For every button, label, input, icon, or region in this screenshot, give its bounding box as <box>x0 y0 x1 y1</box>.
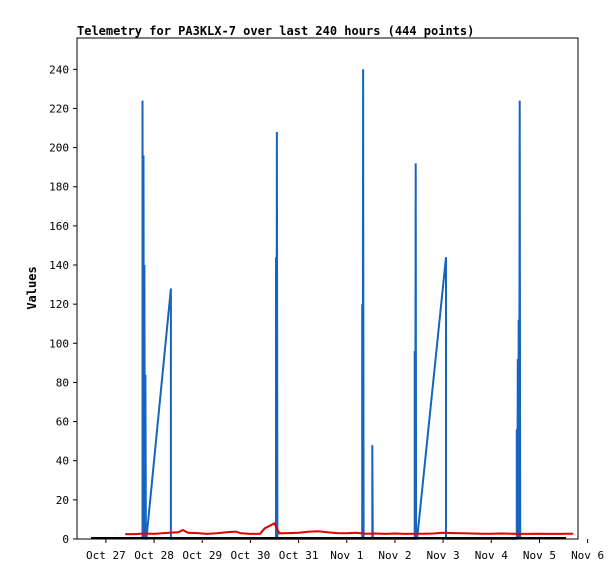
x-tick-label-4: Oct 31 <box>279 549 319 562</box>
y-tick-label-20: 20 <box>56 494 69 507</box>
x-tick-label-7: Nov 3 <box>427 549 460 562</box>
chart-title: Telemetry for PA3KLX-7 over last 240 hou… <box>77 24 474 38</box>
series-line-1 <box>125 521 574 536</box>
y-tick-label-0: 0 <box>62 533 69 546</box>
y-tick-label-220: 220 <box>49 102 69 115</box>
y-tick-label-80: 80 <box>56 376 69 389</box>
x-tick-label-9: Nov 5 <box>523 549 556 562</box>
y-tick-label-180: 180 <box>49 181 69 194</box>
y-tick-label-60: 60 <box>56 416 69 429</box>
x-tick-label-10: Nov 6 <box>571 549 604 562</box>
x-tick-label-8: Nov 4 <box>475 549 508 562</box>
y-tick-label-100: 100 <box>49 337 69 350</box>
y-tick-label-200: 200 <box>49 142 69 155</box>
series-line-0 <box>141 69 522 540</box>
x-tick-label-5: Nov 1 <box>330 549 363 562</box>
y-tick-label-140: 140 <box>49 259 69 272</box>
x-tick-label-3: Oct 30 <box>231 549 271 562</box>
y-axis-label: Values <box>25 266 39 309</box>
y-tick-label-40: 40 <box>56 455 69 468</box>
y-tick-label-160: 160 <box>49 220 69 233</box>
x-tick-label-6: Nov 2 <box>378 549 411 562</box>
y-tick-label-120: 120 <box>49 298 69 311</box>
x-tick-label-2: Oct 29 <box>182 549 222 562</box>
plot-layer: 0 20 40 60 80 100 120 140 160 180 200 220 240 Oct 27 O… <box>49 63 604 562</box>
x-tick-label-1: Oct 28 <box>134 549 174 562</box>
x-tick-label-0: Oct 27 <box>86 549 126 562</box>
y-tick-label-240: 240 <box>49 63 69 76</box>
